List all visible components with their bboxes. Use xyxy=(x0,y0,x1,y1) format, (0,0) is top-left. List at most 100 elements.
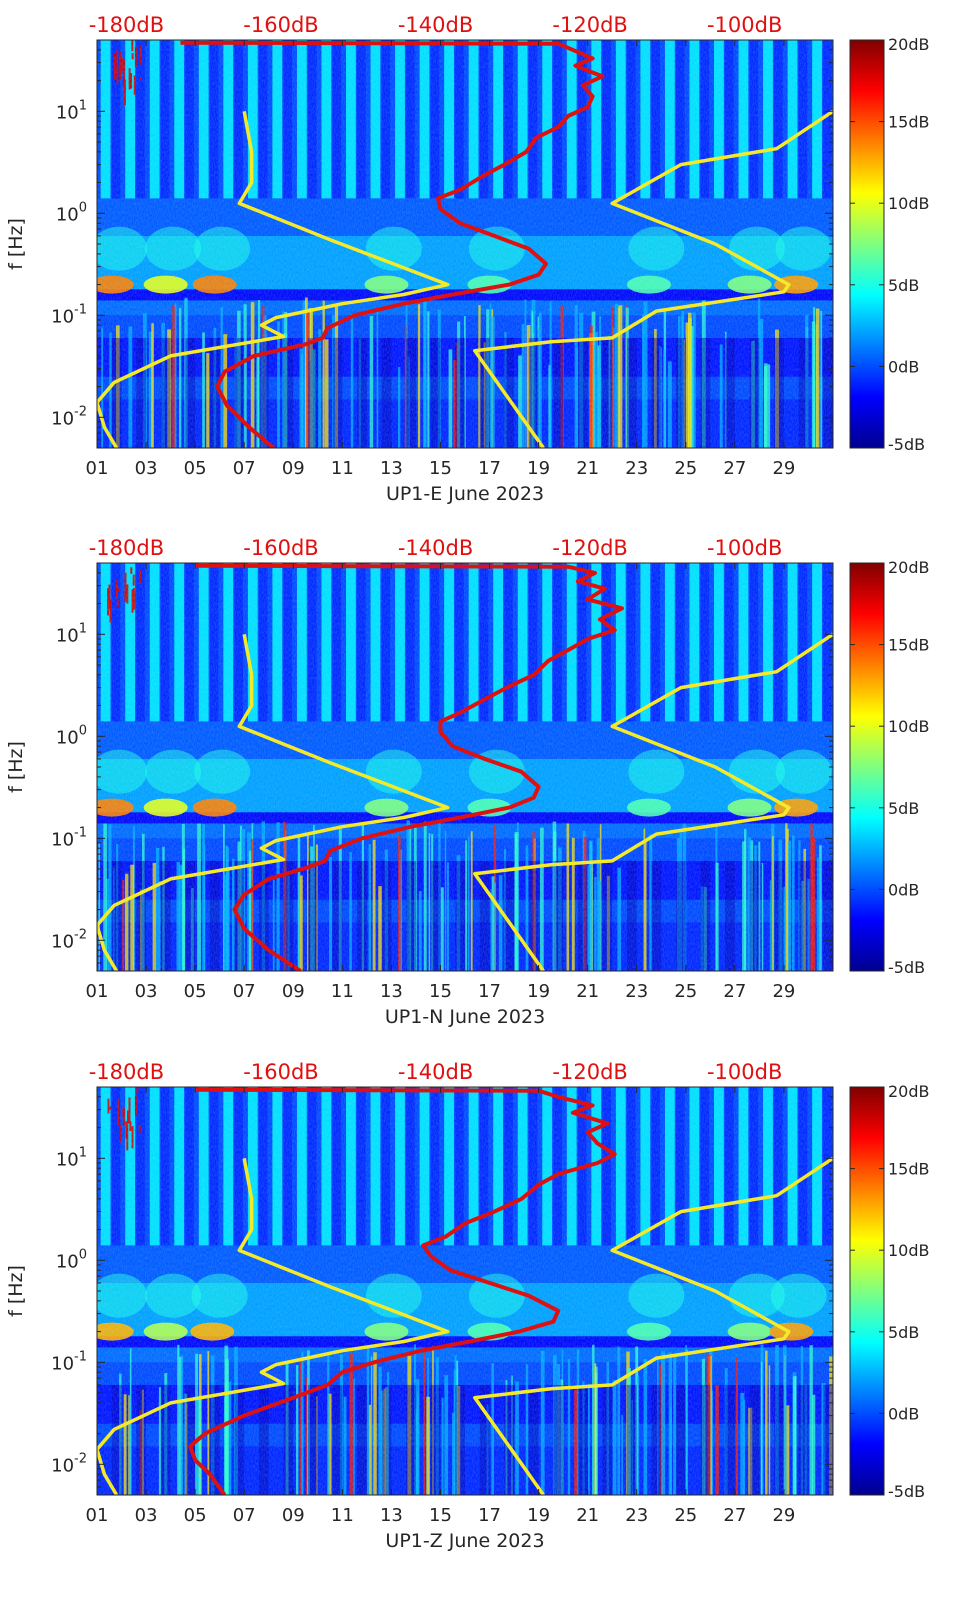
x-tick-label: 07 xyxy=(233,458,256,479)
top-db-label: -120dB xyxy=(552,13,627,37)
colorbar-tick-label: 20dB xyxy=(888,558,930,577)
colorbar-tick-label: 5dB xyxy=(888,799,919,818)
y-tick-label: 101 xyxy=(56,98,87,123)
x-tick-label: 29 xyxy=(772,981,795,1002)
y-tick-label: 10-1 xyxy=(51,1349,87,1374)
colorbar: -5dB 0dB 5dB 10dB 15dB 20dB xyxy=(849,558,930,977)
colorbar: -5dB 0dB 5dB 10dB 15dB 20dB xyxy=(849,35,930,454)
noise-model-low-line xyxy=(97,1157,450,1495)
colorbar: -5dB 0dB 5dB 10dB 15dB 20dB xyxy=(849,1082,930,1501)
colorbar-tick-label: -5dB xyxy=(888,958,925,977)
x-tick-label: 21 xyxy=(576,458,599,479)
x-tick-label: 09 xyxy=(282,458,305,479)
y-axis-label: f [Hz] xyxy=(5,741,27,793)
y-tick-label: 100 xyxy=(56,1247,87,1272)
x-tick-label: 11 xyxy=(331,981,354,1002)
x-tick-label: 03 xyxy=(135,981,158,1002)
colorbar-gradient xyxy=(849,1086,885,1496)
top-db-label: -120dB xyxy=(552,1060,627,1084)
noise-model-high-line xyxy=(473,109,833,448)
colorbar-gradient xyxy=(849,39,885,449)
y-tick-label: 10-2 xyxy=(51,927,87,952)
x-tick-label: 17 xyxy=(478,458,501,479)
median-psd-line xyxy=(195,563,624,971)
x-tick-label: 29 xyxy=(772,1505,795,1526)
heatmap xyxy=(97,40,833,448)
top-db-label: -100dB xyxy=(707,1060,782,1084)
top-db-label: -140dB xyxy=(398,1060,473,1084)
y-tick-label: 10-1 xyxy=(51,302,87,327)
colorbar-tick-label: -5dB xyxy=(888,435,925,454)
y-tick-label: 10-2 xyxy=(51,1451,87,1476)
x-axis-label: UP1-E June 2023 xyxy=(386,483,544,505)
x-tick-label: 25 xyxy=(674,1505,697,1526)
heatmap-grain xyxy=(97,563,833,971)
x-tick-label: 23 xyxy=(625,458,648,479)
x-tick-label: 17 xyxy=(478,1505,501,1526)
x-tick-label: 23 xyxy=(625,981,648,1002)
top-db-label: -160dB xyxy=(243,1060,318,1084)
x-tick-label: 29 xyxy=(772,458,795,479)
colorbar-tick-label: 20dB xyxy=(888,35,930,54)
x-axis-label: UP1-Z June 2023 xyxy=(385,1530,544,1552)
top-db-label: -100dB xyxy=(707,13,782,37)
x-tick-label: 17 xyxy=(478,981,501,1002)
y-axis-label: f [Hz] xyxy=(5,218,27,270)
colorbar-gradient xyxy=(849,562,885,972)
x-tick-label: 27 xyxy=(723,1505,746,1526)
x-tick-label: 01 xyxy=(86,458,109,479)
x-tick-label: 11 xyxy=(331,458,354,479)
top-db-label: -120dB xyxy=(552,536,627,560)
colorbar-tick-label: 5dB xyxy=(888,1323,919,1342)
colorbar-tick-label: 10dB xyxy=(888,717,930,736)
x-tick-label: 27 xyxy=(723,981,746,1002)
x-tick-label: 03 xyxy=(135,458,158,479)
y-tick-label: 10-1 xyxy=(51,825,87,850)
colorbar-tick-label: 20dB xyxy=(888,1082,930,1101)
x-tick-label: 13 xyxy=(380,458,403,479)
top-db-label: -180dB xyxy=(89,536,164,560)
heatmap-grain xyxy=(97,40,833,448)
colorbar-tick-label: 0dB xyxy=(888,1404,919,1423)
noise-model-high-line xyxy=(473,632,833,971)
x-tick-label: 01 xyxy=(86,1505,109,1526)
colorbar-tick-label: 15dB xyxy=(888,113,930,132)
top-db-label: -180dB xyxy=(89,1060,164,1084)
x-tick-label: 07 xyxy=(233,1505,256,1526)
x-tick-label: 19 xyxy=(527,981,550,1002)
top-db-label: -140dB xyxy=(398,536,473,560)
x-tick-label: 11 xyxy=(331,1505,354,1526)
spectrogram-panel-up1-n: 01 03 05 07 09 11 13 15 17 19 21 23 25 27 29 10-2 10-1 10… xyxy=(5,536,930,1028)
x-tick-label: 23 xyxy=(625,1505,648,1526)
x-tick-label: 05 xyxy=(184,1505,207,1526)
y-tick-label: 101 xyxy=(56,1145,87,1170)
colorbar-tick-label: 10dB xyxy=(888,194,930,213)
spectrogram-panel-up1-z: 01 03 05 07 09 11 13 15 17 19 21 23 25 27 29 10-2 10-1 10… xyxy=(5,1060,930,1552)
colorbar-tick-label: 15dB xyxy=(888,1160,930,1179)
spectrogram-panel-up1-e: 01 03 05 07 09 11 13 15 17 19 21 23 25 27 29 10-2 10-1 10… xyxy=(5,13,930,505)
heatmap xyxy=(97,563,833,971)
x-tick-label: 13 xyxy=(380,981,403,1002)
x-axis-label: UP1-N June 2023 xyxy=(385,1006,545,1028)
x-tick-label: 19 xyxy=(527,458,550,479)
y-tick-label: 10-2 xyxy=(51,404,87,429)
top-db-label: -180dB xyxy=(89,13,164,37)
x-tick-label: 13 xyxy=(380,1505,403,1526)
x-tick-label: 21 xyxy=(576,981,599,1002)
y-axis-label: f [Hz] xyxy=(5,1265,27,1317)
x-tick-label: 25 xyxy=(674,458,697,479)
y-tick-label: 100 xyxy=(56,200,87,225)
noise-model-low-line xyxy=(97,110,450,448)
noise-model-high-line xyxy=(473,1156,833,1495)
colorbar-tick-label: 0dB xyxy=(888,357,919,376)
colorbar-tick-label: -5dB xyxy=(888,1482,925,1501)
y-tick-label: 100 xyxy=(56,723,87,748)
colorbar-tick-label: 10dB xyxy=(888,1241,930,1260)
top-db-label: -140dB xyxy=(398,13,473,37)
colorbar-tick-label: 0dB xyxy=(888,880,919,899)
x-tick-label: 15 xyxy=(429,981,452,1002)
x-tick-label: 21 xyxy=(576,1505,599,1526)
x-tick-label: 09 xyxy=(282,981,305,1002)
y-tick-label: 101 xyxy=(56,621,87,646)
colorbar-tick-label: 5dB xyxy=(888,276,919,295)
